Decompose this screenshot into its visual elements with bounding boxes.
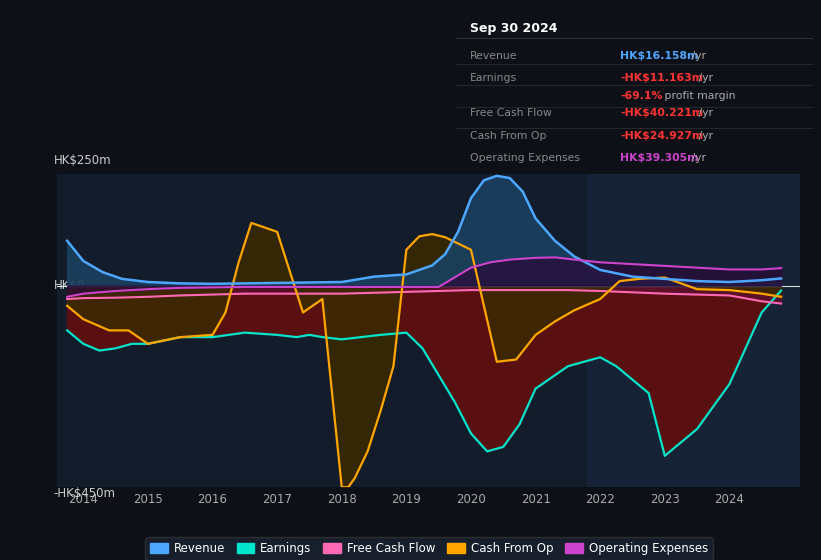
- Text: /yr: /yr: [695, 73, 713, 83]
- Text: /yr: /yr: [688, 51, 706, 61]
- Text: /yr: /yr: [688, 153, 706, 163]
- Text: Cash From Op: Cash From Op: [470, 130, 547, 141]
- Text: Free Cash Flow: Free Cash Flow: [470, 108, 552, 118]
- Text: /yr: /yr: [695, 108, 713, 118]
- Text: Earnings: Earnings: [470, 73, 517, 83]
- Text: HK$250m: HK$250m: [53, 155, 112, 167]
- Bar: [587, 174, 800, 487]
- Text: HK$16.158m: HK$16.158m: [620, 51, 698, 61]
- Text: Operating Expenses: Operating Expenses: [470, 153, 580, 163]
- Text: -HK$40.221m: -HK$40.221m: [620, 108, 703, 118]
- Text: profit margin: profit margin: [661, 91, 735, 101]
- Text: -69.1%: -69.1%: [620, 91, 663, 101]
- Text: HK$39.305m: HK$39.305m: [620, 153, 699, 163]
- Text: Sep 30 2024: Sep 30 2024: [470, 22, 557, 35]
- Text: -HK$24.927m: -HK$24.927m: [620, 130, 704, 141]
- Text: HK$0: HK$0: [53, 279, 85, 292]
- Legend: Revenue, Earnings, Free Cash Flow, Cash From Op, Operating Expenses: Revenue, Earnings, Free Cash Flow, Cash …: [145, 537, 713, 559]
- Text: /yr: /yr: [695, 130, 713, 141]
- Text: -HK$11.163m: -HK$11.163m: [620, 73, 703, 83]
- Text: Revenue: Revenue: [470, 51, 517, 61]
- Text: -HK$450m: -HK$450m: [53, 487, 116, 500]
